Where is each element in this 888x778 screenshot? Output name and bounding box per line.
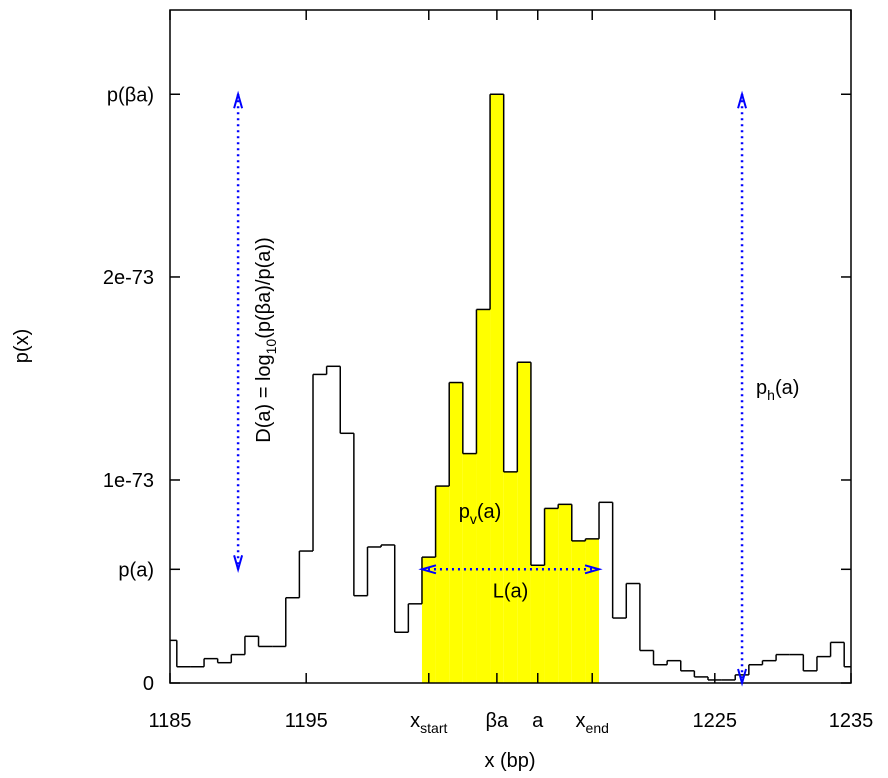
x-tick-label-main: βa — [486, 710, 510, 732]
x-tick-label: 1185 — [148, 710, 191, 732]
y-tick-label: p(βa) — [107, 84, 154, 106]
y-tick-label: p(a) — [118, 559, 154, 581]
depth-arrow — [233, 90, 244, 573]
depth-label-main: D(a) = log — [253, 354, 275, 442]
filled-bin — [449, 382, 463, 683]
length-arrow — [418, 564, 603, 575]
x-tick-label: 1225 — [693, 710, 738, 732]
x-tick-label-main: a — [532, 710, 544, 732]
y-axis-label: p(x) — [11, 329, 33, 363]
height-label-sub: h — [767, 387, 775, 403]
volume-label-sub: v — [470, 511, 477, 527]
filled-bin — [544, 508, 559, 683]
x-tick-label-sub: end — [586, 720, 609, 736]
filled-bin — [585, 538, 600, 683]
height-arrow-head — [737, 90, 748, 109]
y-tick-label: 2e-73 — [103, 267, 154, 289]
depth-arrow-head — [233, 90, 244, 109]
x-tick-label-main: x — [410, 710, 420, 732]
filled-bin — [435, 486, 450, 683]
x-tick-label: 1235 — [829, 710, 874, 732]
height-label-after: (a) — [775, 377, 799, 399]
volume-label-after: (a) — [477, 501, 501, 523]
filled-bin — [462, 453, 477, 683]
length-arrow-head — [418, 564, 437, 575]
filled-bin — [490, 94, 504, 683]
x-tick-label: a — [532, 710, 544, 732]
length-arrow-head — [584, 564, 603, 575]
depth-arrow-head — [233, 555, 244, 573]
height-label: ph(a) — [756, 377, 799, 403]
filled-bin — [421, 557, 436, 683]
x-tick-label: βa — [486, 710, 510, 732]
x-tick-label-main: x — [576, 710, 586, 732]
filled-bin — [571, 540, 586, 683]
height-arrow — [737, 90, 748, 687]
x-tick-label: xend — [576, 710, 609, 736]
height-arrow-head — [737, 668, 748, 687]
plot-area — [170, 93, 851, 683]
x-tick-label: xstart — [410, 710, 447, 736]
filled-bin — [517, 362, 531, 683]
plot-frame — [169, 9, 852, 684]
volume-label-main: p — [459, 501, 470, 523]
filled-bin — [476, 309, 491, 683]
filled-bin — [530, 565, 545, 683]
y-tick-label: 0 — [143, 673, 154, 695]
x-axis-label: x (bp) — [484, 750, 535, 772]
height-label-main: p — [756, 377, 767, 399]
x-tick-label: 1195 — [285, 710, 328, 732]
length-label: L(a) — [493, 580, 529, 602]
filled-bin — [558, 504, 572, 683]
x-tick-label-sub: start — [420, 720, 447, 736]
depth-label: D(a) = log10(p(βa)/p(a)) — [253, 237, 279, 442]
filled-bin — [503, 471, 518, 683]
depth-label-after: (p(βa)/p(a)) — [253, 237, 275, 339]
depth-label-sub: 10 — [263, 339, 279, 355]
y-tick-label: 1e-73 — [103, 470, 154, 492]
volume-label: pv(a) — [459, 501, 502, 527]
